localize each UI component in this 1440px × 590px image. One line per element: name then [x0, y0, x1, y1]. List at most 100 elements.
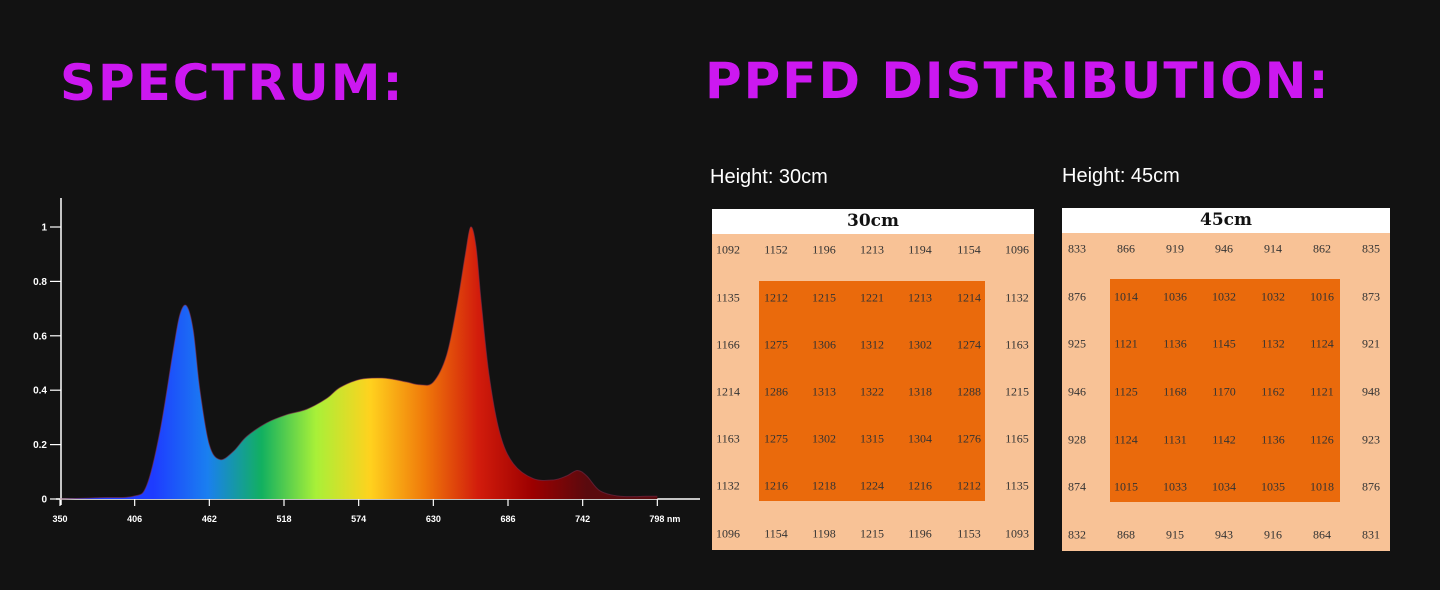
ppfd-value-cell: 1315 — [860, 431, 884, 446]
x-tick-label: 798 nm — [649, 514, 680, 524]
ppfd-value-cell: 1135 — [716, 290, 740, 305]
ppfd-value-cell: 1132 — [1261, 336, 1285, 351]
ppfd-grid-30cm: 30cm 1092 1152 1196 1213 1194 1154 1096 1135 121… — [712, 209, 1034, 550]
ppfd-value-cell: 1215 — [1005, 384, 1029, 399]
ppfd-value-cell: 864 — [1313, 527, 1331, 542]
ppfd-value-cell: 946 — [1215, 241, 1233, 256]
ppfd-value-cell: 1276 — [957, 431, 981, 446]
ppfd-value-cell: 919 — [1166, 241, 1184, 256]
ppfd-value-cell: 1274 — [957, 337, 981, 352]
ppfd-value-cell: 1313 — [812, 384, 836, 399]
ppfd-value-cell: 914 — [1264, 241, 1282, 256]
ppfd-value-cell: 1302 — [908, 337, 932, 352]
ppfd-value-cell: 1121 — [1310, 384, 1334, 399]
x-tick-label: 406 — [127, 514, 142, 524]
ppfd-value-cell: 1096 — [1005, 242, 1029, 257]
ppfd-value-cell: 928 — [1068, 432, 1086, 447]
ppfd-value-cell: 1125 — [1114, 384, 1138, 399]
ppfd-value-cell: 915 — [1166, 527, 1184, 542]
ppfd-value-cell: 874 — [1068, 479, 1086, 494]
ppfd-value-cell: 1142 — [1212, 432, 1236, 447]
ppfd-value-cell: 1275 — [764, 337, 788, 352]
x-tick-label: 518 — [276, 514, 291, 524]
ppfd-value-cell: 1033 — [1163, 479, 1187, 494]
ppfd-value-cell: 862 — [1313, 241, 1331, 256]
ppfd-value-cell: 1121 — [1114, 336, 1138, 351]
ppfd-value-cell: 1168 — [1163, 384, 1187, 399]
ppfd-value-cell: 1014 — [1114, 289, 1138, 304]
ppfd-value-cell: 1224 — [860, 478, 884, 493]
ppfd-value-cell: 1214 — [957, 290, 981, 305]
y-tick-label: 0.2 — [33, 440, 47, 451]
ppfd-value-cell: 1032 — [1261, 289, 1285, 304]
spectrum-marks — [59, 226, 658, 500]
x-tick-label: 350 — [52, 514, 67, 524]
ppfd-value-cell: 1194 — [908, 242, 932, 257]
x-tick-label: 742 — [575, 514, 590, 524]
ppfd-value-cell: 1216 — [764, 478, 788, 493]
ppfd-value-cell: 916 — [1264, 527, 1282, 542]
ppfd-value-cell: 835 — [1362, 241, 1380, 256]
ppfd-value-cell: 868 — [1117, 527, 1135, 542]
ppfd-value-cell: 1126 — [1310, 432, 1334, 447]
ppfd-value-cell: 1132 — [1005, 290, 1029, 305]
ppfd-distribution-title: PPFD DISTRIBUTION: — [705, 52, 1331, 110]
ppfd-value-cell: 943 — [1215, 527, 1233, 542]
ppfd-value-cell: 1170 — [1212, 384, 1236, 399]
ppfd-value-cell: 1092 — [716, 242, 740, 257]
ppfd-value-cell: 925 — [1068, 336, 1086, 351]
spectrum-line — [59, 226, 658, 500]
ppfd-value-cell: 1212 — [764, 290, 788, 305]
ppfd-value-cell: 876 — [1068, 289, 1086, 304]
ppfd-value-cell: 1153 — [957, 526, 981, 541]
ppfd-value-cell: 1124 — [1310, 336, 1334, 351]
ppfd-value-cell: 1131 — [1163, 432, 1187, 447]
ppfd-value-cell: 1275 — [764, 431, 788, 446]
ppfd-value-cell: 1286 — [764, 384, 788, 399]
ppfd-value-cell: 1215 — [812, 290, 836, 305]
ppfd-value-cell: 1198 — [812, 526, 836, 541]
ppfd-value-cell: 1032 — [1212, 289, 1236, 304]
ppfd-value-cell: 1213 — [860, 242, 884, 257]
height-45-label: Height: 45cm — [1062, 165, 1180, 187]
y-tick-label: 1 — [41, 223, 47, 234]
ppfd-value-cell: 1124 — [1114, 432, 1138, 447]
ppfd-value-cell: 1304 — [908, 431, 932, 446]
ppfd-value-cell: 1035 — [1261, 479, 1285, 494]
x-tick-label: 686 — [500, 514, 515, 524]
ppfd-value-cell: 1318 — [908, 384, 932, 399]
ppfd-value-cell: 876 — [1362, 479, 1380, 494]
ppfd-grid-core-area — [759, 281, 985, 501]
ppfd-value-cell: 833 — [1068, 241, 1086, 256]
ppfd-value-cell: 1312 — [860, 337, 884, 352]
ppfd-value-cell: 1136 — [1163, 336, 1187, 351]
ppfd-value-cell: 1163 — [1005, 337, 1029, 352]
ppfd-value-cell: 1213 — [908, 290, 932, 305]
y-tick-label: 0.4 — [33, 386, 47, 397]
ppfd-value-cell: 1093 — [1005, 526, 1029, 541]
ppfd-value-cell: 1096 — [716, 526, 740, 541]
ppfd-grid-45cm: 45cm 833 866 919 946 914 862 835 876 1014 1036 103… — [1062, 208, 1390, 551]
x-tick-label: 574 — [351, 514, 366, 524]
ppfd-value-cell: 832 — [1068, 527, 1086, 542]
ppfd-value-cell: 1214 — [716, 384, 740, 399]
ppfd-value-cell: 1154 — [957, 242, 981, 257]
ppfd-value-cell: 1036 — [1163, 289, 1187, 304]
ppfd-value-cell: 1288 — [957, 384, 981, 399]
ppfd-value-cell: 1016 — [1310, 289, 1334, 304]
ppfd-value-cell: 948 — [1362, 384, 1380, 399]
y-tick-label: 0.6 — [33, 331, 47, 342]
ppfd-value-cell: 1018 — [1310, 479, 1334, 494]
ppfd-value-cell: 1034 — [1212, 479, 1236, 494]
x-tick-label: 462 — [202, 514, 217, 524]
ppfd-grid-header: 45cm — [1062, 208, 1390, 233]
ppfd-grid-core-area — [1110, 279, 1340, 502]
ppfd-value-cell: 873 — [1362, 289, 1380, 304]
ppfd-value-cell: 1152 — [764, 242, 788, 257]
ppfd-value-cell: 1136 — [1261, 432, 1285, 447]
ppfd-value-cell: 831 — [1362, 527, 1380, 542]
spectrum-area — [60, 226, 658, 500]
ppfd-value-cell: 1302 — [812, 431, 836, 446]
ppfd-value-cell: 1166 — [716, 337, 740, 352]
ppfd-value-cell: 1015 — [1114, 479, 1138, 494]
